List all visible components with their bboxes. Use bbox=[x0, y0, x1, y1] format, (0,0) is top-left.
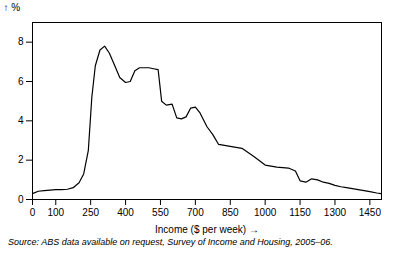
svg-text:8: 8 bbox=[18, 36, 24, 47]
svg-text:1450: 1450 bbox=[359, 207, 382, 218]
svg-text:250: 250 bbox=[82, 207, 99, 218]
svg-text:0: 0 bbox=[18, 194, 24, 205]
svg-text:6: 6 bbox=[18, 76, 24, 87]
svg-text:1300: 1300 bbox=[324, 207, 347, 218]
svg-text:400: 400 bbox=[117, 207, 134, 218]
svg-text:1000: 1000 bbox=[254, 207, 277, 218]
svg-text:4: 4 bbox=[18, 115, 24, 126]
svg-text:1150: 1150 bbox=[289, 207, 311, 218]
svg-text:↑ %: ↑ % bbox=[4, 2, 21, 13]
svg-text:850: 850 bbox=[222, 207, 239, 218]
svg-text:Income ($ per week) →: Income ($ per week) → bbox=[155, 224, 259, 235]
svg-text:0: 0 bbox=[30, 207, 36, 218]
svg-text:100: 100 bbox=[47, 207, 64, 218]
svg-text:550: 550 bbox=[152, 207, 169, 218]
svg-text:2: 2 bbox=[18, 154, 24, 165]
svg-text:700: 700 bbox=[187, 207, 204, 218]
html-text:Source: ABS data available on: Source: ABS data available on request, S… bbox=[8, 237, 333, 247]
